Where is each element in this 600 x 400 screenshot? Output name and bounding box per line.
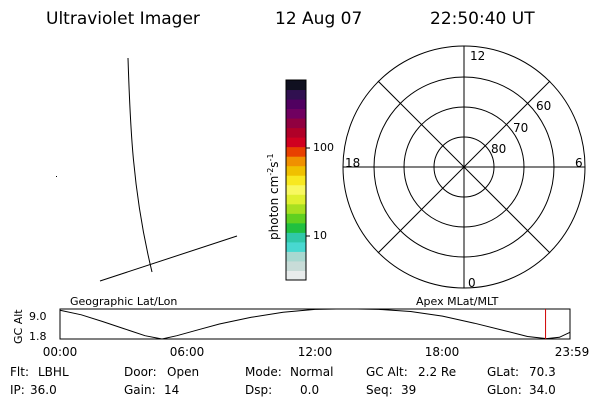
status-seq-value: 39 bbox=[401, 383, 416, 397]
status-dsp-value: 0.0 bbox=[300, 383, 319, 397]
title: Ultraviolet Imager bbox=[46, 9, 200, 29]
status-gcalt-value: 2.2 Re bbox=[418, 365, 456, 379]
colorbar-swatch bbox=[286, 260, 306, 271]
colorbar-label: photon cm-2s-1 bbox=[266, 153, 281, 240]
lat-label-60: 60 bbox=[536, 99, 551, 113]
status-seq-label: Seq: bbox=[366, 383, 393, 397]
status-ip-value: 36.0 bbox=[30, 383, 57, 397]
colorbar-swatch bbox=[286, 127, 306, 138]
map-dot bbox=[56, 176, 57, 177]
colorbar-swatch bbox=[286, 137, 306, 148]
colorbar-swatch bbox=[286, 118, 306, 129]
colorbar-swatch bbox=[286, 89, 306, 100]
status-door-value: Open bbox=[167, 365, 199, 379]
status-door-label: Door: bbox=[124, 365, 157, 379]
altitude-chart-ylabel: GC Alt bbox=[12, 309, 25, 344]
colorbar-swatch bbox=[286, 146, 306, 157]
date: 12 Aug 07 bbox=[275, 9, 362, 29]
status-flt-label: Flt: bbox=[10, 365, 29, 379]
map-parallel-line bbox=[99, 235, 238, 282]
status-glat-label: GLat: bbox=[487, 365, 519, 379]
colorbar-swatch bbox=[286, 203, 306, 214]
polar-diagonal-2 bbox=[377, 80, 551, 254]
lat-label-80: 80 bbox=[491, 142, 506, 156]
status-row-1: Flt: LBHL Door: Open Mode: Normal GC Alt… bbox=[10, 365, 556, 379]
status-mode-label: Mode: bbox=[245, 365, 282, 379]
mlt-label-12: 12 bbox=[470, 49, 485, 63]
colorbar-swatch bbox=[286, 99, 306, 110]
colorbar-frame bbox=[285, 79, 307, 281]
altitude-xtick-1200: 12:00 bbox=[298, 345, 333, 359]
colorbar bbox=[285, 79, 310, 281]
map-label-apex: Apex MLat/MLT bbox=[416, 295, 499, 308]
status-glon-value: 34.0 bbox=[529, 383, 556, 397]
status-row-2: IP: 36.0 Gain: 14 Dsp: 0.0 Seq: 39 GLon:… bbox=[10, 383, 556, 397]
status-dsp-label: Dsp: bbox=[245, 383, 272, 397]
mlt-label-6: 6 bbox=[575, 156, 583, 170]
colorbar-swatch bbox=[286, 175, 306, 186]
altitude-xtick-0600: 06:00 bbox=[170, 345, 205, 359]
altitude-ytick-1-8: 1.8 bbox=[29, 330, 47, 343]
status-mode-value: Normal bbox=[290, 365, 333, 379]
altitude-chart-frame bbox=[59, 308, 571, 340]
map-label-geographic: Geographic Lat/Lon bbox=[70, 295, 177, 308]
status-flt-value: LBHL bbox=[38, 365, 69, 379]
status-gcalt-label: GC Alt: bbox=[366, 365, 408, 379]
altitude-xtick-2359: 23:59 bbox=[555, 345, 590, 359]
status-glat-value: 70.3 bbox=[529, 365, 556, 379]
mlt-label-18: 18 bbox=[345, 156, 360, 170]
colorbar-tick-10: 10 bbox=[313, 229, 327, 242]
altitude-series-line bbox=[59, 308, 571, 340]
altitude-xtick-1800: 18:00 bbox=[425, 345, 460, 359]
status-gain-label: Gain: bbox=[124, 383, 156, 397]
status-ip-label: IP: bbox=[10, 383, 25, 397]
altitude-ytick-9: 9.0 bbox=[29, 310, 47, 323]
status-gain-value: 14 bbox=[164, 383, 179, 397]
colorbar-swatch bbox=[286, 222, 306, 233]
altitude-xtick-0000: 00:00 bbox=[43, 345, 78, 359]
colorbar-swatch bbox=[286, 184, 306, 195]
colorbar-swatch bbox=[286, 194, 306, 205]
colorbar-swatch bbox=[286, 156, 306, 167]
altitude-chart bbox=[59, 308, 571, 340]
status-glon-label: GLon: bbox=[487, 383, 522, 397]
colorbar-swatch bbox=[286, 232, 306, 243]
colorbar-swatch bbox=[286, 270, 306, 281]
polar-grid bbox=[342, 45, 586, 289]
colorbar-swatch bbox=[286, 213, 306, 224]
map-meridian-line bbox=[127, 57, 153, 273]
geographic-map bbox=[56, 57, 238, 282]
colorbar-swatch bbox=[286, 241, 306, 252]
lat-label-70: 70 bbox=[513, 121, 528, 135]
time: 22:50:40 UT bbox=[430, 9, 535, 29]
colorbar-swatch bbox=[286, 165, 306, 176]
colorbar-swatch bbox=[286, 80, 306, 91]
colorbar-tick-100: 100 bbox=[313, 141, 334, 154]
colorbar-swatch bbox=[286, 251, 306, 262]
mlt-label-0: 0 bbox=[468, 276, 476, 290]
colorbar-swatch bbox=[286, 108, 306, 119]
